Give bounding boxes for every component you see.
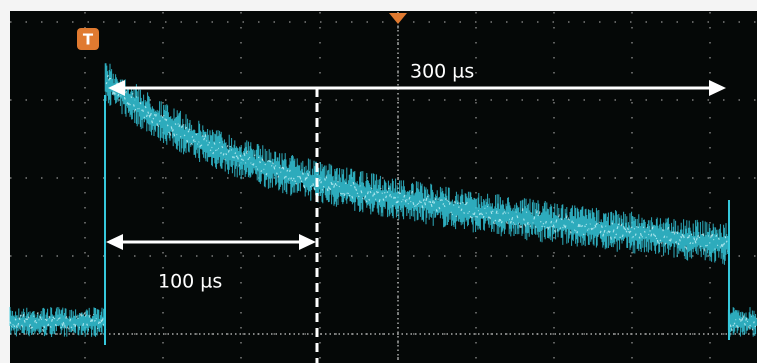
long-span-arrow [108,80,726,96]
arrow-head [106,234,123,250]
arrow-head [299,234,316,250]
screen [10,11,757,363]
trigger-badge [77,28,99,50]
trace-band [9,63,757,337]
arrow-head [709,80,726,96]
arrow-head [108,80,125,96]
short-span-label: 100 µs [158,271,222,293]
trigger-label: T [83,31,94,49]
waveform-trace [9,63,757,345]
trace-core [9,74,757,332]
long-span-label: 300 µs [410,61,474,83]
trigger-position-marker [389,13,407,24]
short-span-arrow [106,234,316,250]
